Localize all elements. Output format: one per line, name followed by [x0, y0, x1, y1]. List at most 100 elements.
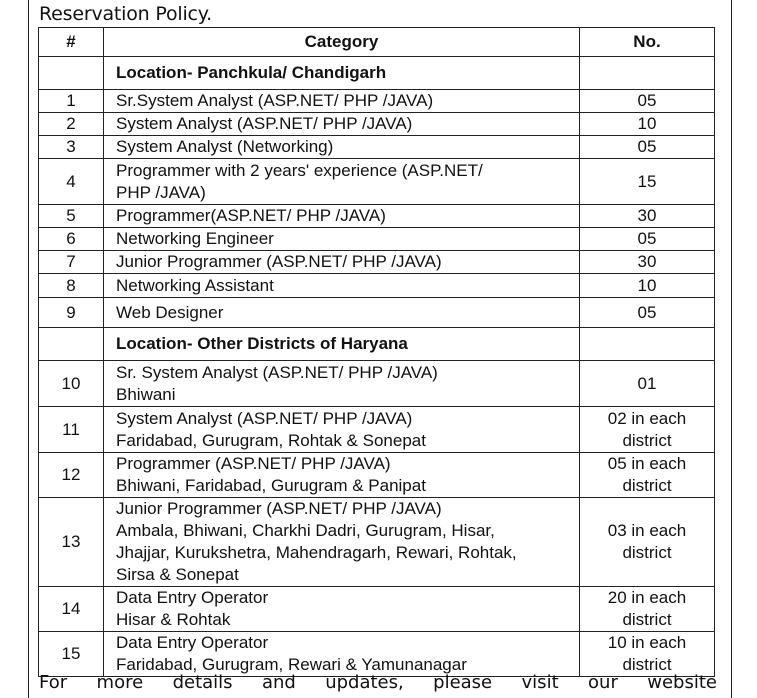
row-number: 9	[38, 297, 104, 328]
count-line: 30	[637, 252, 657, 271]
count-line: district	[622, 655, 672, 674]
category-cell: Programmer(ASP.NET/ PHP /JAVA)	[103, 204, 580, 228]
table-row: 1 Sr.System Analyst (ASP.NET/ PHP /JAVA)…	[38, 89, 715, 113]
category-line: Faridabad, Gurugram, Rewari & Yamunanaga…	[116, 655, 467, 674]
category-cell: Programmer (ASP.NET/ PHP /JAVA) Bhiwani, …	[103, 452, 580, 498]
table-row: 14 Data Entry Operator Hisar & Rohtak 20 …	[38, 586, 715, 632]
count-line: 05	[637, 137, 657, 156]
count-cell: 05	[579, 297, 715, 328]
category-line: Bhiwani	[116, 384, 176, 404]
category-cell: Junior Programmer (ASP.NET/ PHP /JAVA)	[103, 250, 580, 274]
category-cell: Networking Engineer	[103, 227, 580, 251]
location-number-cell	[38, 56, 104, 90]
category-cell: Programmer with 2 years' experience (ASP…	[103, 158, 580, 205]
location-row: Location- Panchkula/ Chandigarh	[38, 56, 715, 90]
category-line: Networking Assistant	[116, 275, 274, 295]
category-cell: Data Entry Operator Faridabad, Gurugram, …	[103, 631, 580, 677]
count-line: 01	[637, 373, 657, 393]
row-number: 13	[38, 497, 104, 587]
row-number: 3	[38, 135, 104, 159]
category-line: PHP /JAVA)	[116, 182, 206, 202]
count-cell: 05	[579, 227, 715, 251]
category-line: Junior Programmer (ASP.NET/ PHP /JAVA)	[116, 499, 442, 518]
row-number: 15	[38, 631, 104, 677]
count-cell: 05	[579, 89, 715, 113]
count-line: district	[622, 476, 672, 495]
location-heading: Location- Panchkula/ Chandigarh	[103, 56, 580, 90]
category-cell: System Analyst (ASP.NET/ PHP /JAVA) Farid…	[103, 406, 580, 453]
category-line: Data Entry Operator	[116, 588, 269, 607]
row-number: 7	[38, 250, 104, 274]
location-row: Location- Other Districts of Haryana	[38, 327, 715, 361]
row-number: 2	[38, 112, 104, 136]
table-row: 6 Networking Engineer 05	[38, 227, 715, 251]
category-line: Networking Engineer	[116, 229, 274, 248]
table-row: 15 Data Entry Operator Faridabad, Gurugra…	[38, 631, 715, 677]
count-line: 15	[637, 171, 657, 191]
table-row: 2 System Analyst (ASP.NET/ PHP /JAVA) 10	[38, 112, 715, 136]
count-cell: 03 in each district	[579, 497, 715, 587]
row-number: 11	[38, 406, 104, 453]
count-line: 05 in each	[607, 454, 687, 473]
count-line: 05	[637, 302, 657, 322]
count-line: 03 in each	[607, 521, 687, 540]
category-line: Programmer (ASP.NET/ PHP /JAVA)	[116, 454, 391, 473]
category-line: Data Entry Operator	[116, 633, 269, 652]
table-row: 4 Programmer with 2 years' experience (A…	[38, 158, 715, 205]
footer-text: For more details and updates, please vis…	[39, 672, 717, 693]
header-category: Category	[103, 27, 580, 57]
category-line: Junior Programmer (ASP.NET/ PHP /JAVA)	[116, 252, 442, 271]
category-cell: System Analyst (Networking)	[103, 135, 580, 159]
count-line: district	[622, 543, 672, 562]
row-number: 8	[38, 273, 104, 298]
category-cell: Junior Programmer (ASP.NET/ PHP /JAVA) Am…	[103, 497, 580, 587]
category-line: Bhiwani, Faridabad, Gurugram & Panipat	[116, 476, 426, 495]
table-row: 9 Web Designer 05	[38, 297, 715, 328]
count-line: district	[622, 610, 672, 629]
row-number: 4	[38, 158, 104, 205]
category-line: Faridabad, Gurugram, Rohtak & Sonepat	[116, 430, 426, 450]
count-cell: 01	[579, 360, 715, 407]
table-row: 8 Networking Assistant 10	[38, 273, 715, 298]
category-cell: System Analyst (ASP.NET/ PHP /JAVA)	[103, 112, 580, 136]
category-line: Jhajjar, Kurukshetra, Mahendragarh, Rewa…	[116, 543, 517, 562]
count-cell: 15	[579, 158, 715, 205]
count-cell: 02 in each district	[579, 406, 715, 453]
count-line: 05	[637, 229, 657, 248]
count-line: 10	[637, 275, 657, 295]
count-line: 30	[637, 206, 657, 225]
count-line: 05	[637, 91, 657, 110]
count-cell: 30	[579, 204, 715, 228]
row-number: 12	[38, 452, 104, 498]
row-number: 5	[38, 204, 104, 228]
table-header-row: # Category No.	[38, 27, 715, 57]
count-cell: 30	[579, 250, 715, 274]
header-count: No.	[579, 27, 715, 57]
category-line: System Analyst (ASP.NET/ PHP /JAVA)	[116, 408, 413, 428]
category-cell: Web Designer	[103, 297, 580, 328]
category-line: Programmer with 2 years' experience (ASP…	[116, 160, 483, 180]
category-line: Sr. System Analyst (ASP.NET/ PHP /JAVA)	[116, 362, 438, 382]
category-line: Sr.System Analyst (ASP.NET/ PHP /JAVA)	[116, 91, 434, 110]
count-cell: 10	[579, 112, 715, 136]
count-cell: 20 in each district	[579, 586, 715, 632]
count-cell: 05	[579, 135, 715, 159]
category-line: Hisar & Rohtak	[116, 610, 231, 629]
table-row: 11 System Analyst (ASP.NET/ PHP /JAVA) Fa…	[38, 406, 715, 453]
table-row: 10 Sr. System Analyst (ASP.NET/ PHP /JAV…	[38, 360, 715, 407]
location-count-cell	[579, 56, 715, 90]
category-line: System Analyst (ASP.NET/ PHP /JAVA)	[116, 114, 413, 133]
count-line: 10 in each	[607, 633, 687, 652]
category-cell: Sr. System Analyst (ASP.NET/ PHP /JAVA) B…	[103, 360, 580, 407]
category-line: Sirsa & Sonepat	[116, 565, 239, 584]
page-border	[28, 0, 732, 698]
category-line: Web Designer	[116, 302, 224, 322]
location-count-cell	[579, 327, 715, 361]
table-row: 7 Junior Programmer (ASP.NET/ PHP /JAVA)…	[38, 250, 715, 274]
count-cell: 10 in each district	[579, 631, 715, 677]
category-cell: Networking Assistant	[103, 273, 580, 298]
header-number: #	[38, 27, 104, 57]
count-line: 02 in each	[607, 408, 687, 428]
table-row: 5 Programmer(ASP.NET/ PHP /JAVA) 30	[38, 204, 715, 228]
count-line: district	[622, 430, 672, 450]
